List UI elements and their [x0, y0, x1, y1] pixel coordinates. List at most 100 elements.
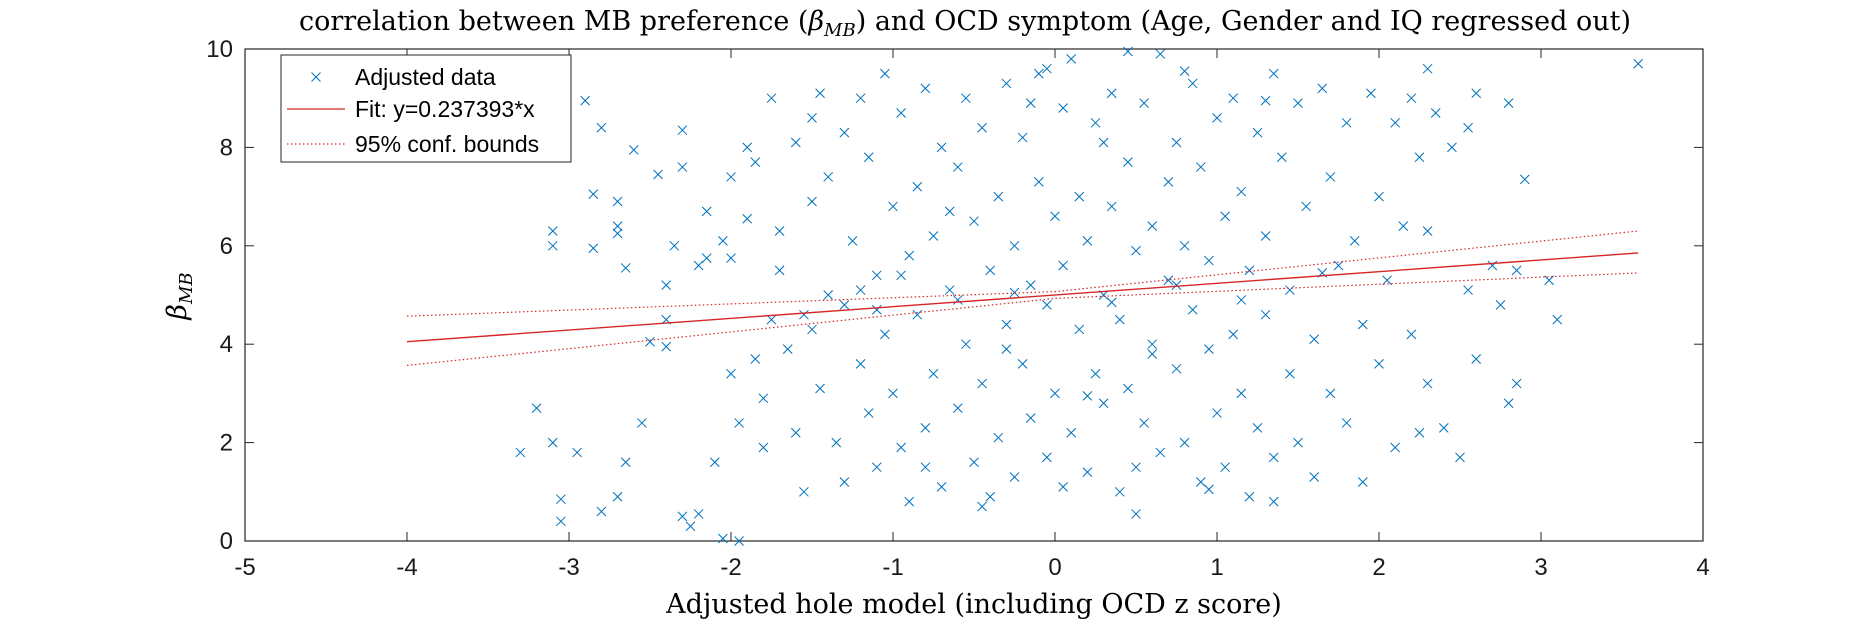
- data-point: [547, 437, 558, 448]
- data-point: [985, 491, 996, 502]
- data-point: [742, 142, 753, 153]
- data-point: [961, 339, 971, 350]
- data-point: [823, 172, 834, 182]
- data-point: [620, 263, 631, 273]
- data-point: [1390, 117, 1401, 128]
- data-point: [620, 457, 631, 468]
- data-point: [1309, 334, 1320, 345]
- data-point: [1382, 275, 1392, 286]
- data-point: [1147, 221, 1158, 231]
- fit-line: [406, 252, 1639, 343]
- data-point: [1406, 329, 1417, 340]
- data-point: [807, 324, 817, 335]
- fit-lines: [406, 230, 1639, 366]
- data-point: [1139, 418, 1149, 428]
- data-point: [1430, 108, 1441, 118]
- y-tick-label: 10: [206, 36, 233, 63]
- data-point: [1042, 299, 1052, 310]
- x-tick-label: 2: [1372, 554, 1385, 581]
- data-point: [839, 299, 850, 310]
- data-point: [693, 260, 704, 271]
- data-point: [1009, 472, 1020, 482]
- data-point: [1131, 509, 1141, 519]
- data-point: [1301, 201, 1311, 212]
- data-point: [1098, 398, 1109, 409]
- data-point: [742, 213, 753, 224]
- data-point: [920, 83, 931, 94]
- data-point: [1001, 78, 1012, 89]
- data-point: [701, 206, 712, 217]
- data-point: [936, 482, 947, 492]
- data-point: [1357, 319, 1368, 330]
- data-point: [774, 226, 785, 236]
- data-point: [847, 236, 858, 246]
- data-point: [1139, 98, 1149, 108]
- x-axis-label: Adjusted hole model (including OCD z sco…: [665, 589, 1282, 620]
- data-point: [1131, 462, 1141, 473]
- data-point: [855, 285, 866, 295]
- data-point: [1293, 98, 1303, 108]
- data-point: [1147, 339, 1158, 350]
- data-point: [1066, 427, 1077, 438]
- data-point: [1325, 388, 1336, 399]
- x-tick-label: -3: [558, 554, 579, 581]
- data-point: [1106, 297, 1117, 308]
- data-point: [1471, 354, 1482, 364]
- data-point: [1204, 255, 1214, 266]
- y-tick-label: 6: [220, 233, 233, 260]
- data-point: [1009, 287, 1020, 298]
- x-tick-label: -4: [396, 554, 417, 581]
- data-point: [1349, 236, 1360, 246]
- data-point: [1179, 66, 1190, 76]
- data-point: [1058, 482, 1068, 492]
- data-point: [1082, 236, 1093, 246]
- data-point: [1228, 93, 1239, 104]
- data-point: [1114, 486, 1125, 497]
- data-point: [547, 226, 558, 236]
- data-point: [871, 304, 882, 315]
- data-point: [1390, 442, 1401, 453]
- data-point: [718, 236, 728, 246]
- data-point: [734, 418, 744, 428]
- data-point: [977, 122, 987, 133]
- data-point: [1212, 408, 1222, 418]
- data-point: [839, 477, 850, 487]
- data-point: [1422, 63, 1433, 74]
- data-point: [1220, 211, 1230, 222]
- data-point: [1633, 58, 1644, 69]
- data-point: [799, 309, 809, 320]
- data-point: [1463, 122, 1473, 133]
- data-point: [1325, 172, 1336, 182]
- data-point: [1155, 49, 1166, 59]
- data-point: [1503, 398, 1514, 409]
- x-tick-label: -5: [234, 554, 255, 581]
- data-point: [1244, 265, 1255, 276]
- data-point: [1471, 88, 1482, 99]
- data-point: [839, 127, 850, 138]
- data-point: [855, 359, 866, 369]
- data-point: [612, 221, 623, 231]
- data-point: [1123, 46, 1133, 57]
- data-point: [823, 290, 834, 300]
- data-point: [612, 196, 623, 207]
- data-point: [1155, 447, 1166, 458]
- data-point: [863, 408, 874, 418]
- data-point: [709, 457, 720, 468]
- data-point: [961, 93, 971, 104]
- data-point: [1236, 186, 1247, 197]
- data-point: [815, 88, 825, 99]
- data-point: [969, 457, 979, 468]
- data-point: [758, 442, 769, 453]
- data-point: [944, 285, 955, 295]
- data-point: [726, 172, 736, 182]
- data-point: [1357, 477, 1368, 487]
- axis-ticks: -5 -4 -3 -2 -1 0 1 2 3 4 0 2 4 6 8 10: [206, 36, 1709, 581]
- data-point: [1487, 260, 1498, 271]
- data-point: [1058, 103, 1068, 113]
- data-point: [1260, 309, 1271, 320]
- data-point: [896, 442, 906, 453]
- data-point: [831, 437, 842, 448]
- data-point: [1114, 314, 1125, 325]
- data-point: [1098, 137, 1109, 148]
